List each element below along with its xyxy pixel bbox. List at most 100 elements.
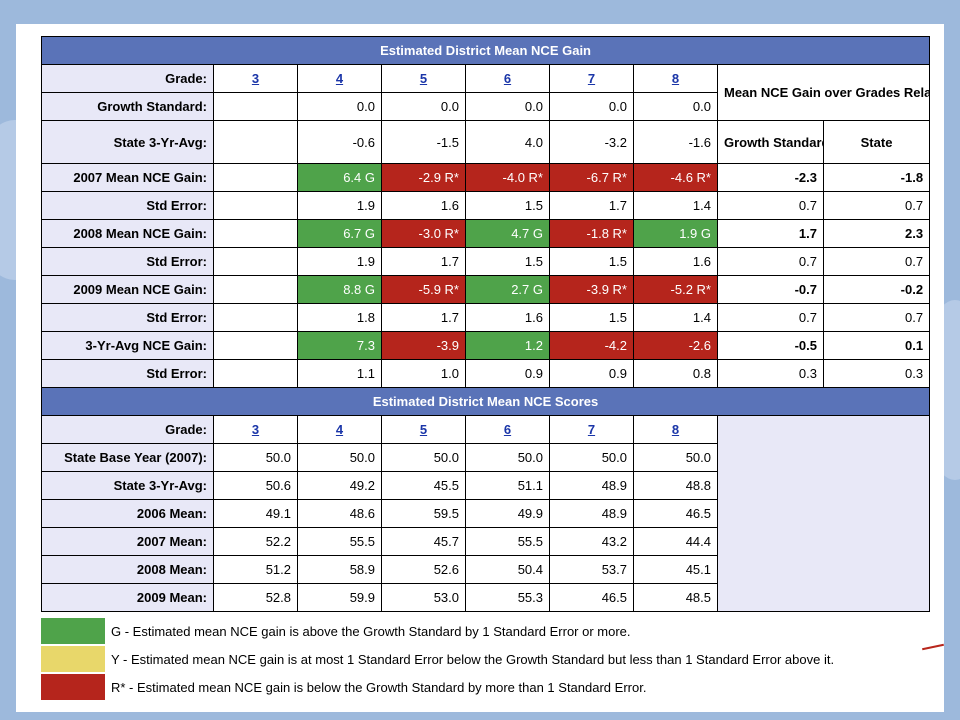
cell: 0.0: [297, 92, 382, 121]
gain-grade-row: Grade: 3 4 5 6 7 8 Mean NCE Gain over Gr…: [41, 64, 931, 121]
std-error-cell: 1.7: [381, 303, 466, 332]
grade-link-6[interactable]: 6: [503, 71, 512, 86]
std-error-cell: 1.7: [549, 191, 634, 220]
legend-item: G - Estimated mean NCE gain is above the…: [41, 617, 929, 645]
gain-cell: [213, 163, 298, 192]
legend-swatch: [41, 674, 105, 700]
score-cell: 46.5: [633, 499, 718, 528]
score-cell: 50.6: [213, 471, 298, 500]
scores-grade-row: Grade: 3 4 5 6 7 8: [41, 415, 931, 612]
grade-link-5[interactable]: 5: [419, 71, 428, 86]
score-cell: 55.3: [465, 583, 550, 612]
score-cell: 49.9: [465, 499, 550, 528]
std-error-cell: 1.0: [381, 359, 466, 388]
gain-cell: -2.6: [633, 331, 718, 360]
se-vs-state: 0.3: [822, 359, 931, 388]
row-label: 2008 Mean NCE Gain:: [41, 219, 214, 248]
gain-cell: 1.2: [465, 331, 550, 360]
score-cell: 58.9: [297, 555, 382, 584]
grade-link-7[interactable]: 7: [587, 422, 596, 437]
se-vs-growth: 0.3: [717, 359, 824, 388]
gain-cell: -6.7 R*: [549, 163, 634, 192]
std-error-cell: 1.6: [633, 247, 718, 276]
score-cell: 48.9: [549, 471, 634, 500]
gain-cell: 4.7 G: [465, 219, 550, 248]
grade-link-6[interactable]: 6: [503, 422, 512, 437]
std-error-row: Std Error: 1.9 1.7 1.5 1.5 1.6 0.7 0.7: [41, 247, 931, 276]
score-cell: 50.0: [549, 443, 634, 472]
std-error-row: Std Error: 1.8 1.7 1.6 1.5 1.4 0.7 0.7: [41, 303, 931, 332]
std-error-cell: 1.5: [465, 247, 550, 276]
row-label: 2009 Mean:: [41, 583, 214, 612]
std-error-cell: [213, 247, 298, 276]
gain-cell: -1.8 R*: [549, 219, 634, 248]
score-cell: 51.1: [465, 471, 550, 500]
score-cell: 48.9: [549, 499, 634, 528]
gain-cell: 2.7 G: [465, 275, 550, 304]
std-error-cell: 1.5: [549, 247, 634, 276]
score-row: State Base Year (2007): 50.0 50.0 50.0 50.0 5…: [41, 443, 930, 472]
std-error-cell: 1.5: [549, 303, 634, 332]
score-cell: 49.2: [297, 471, 382, 500]
grade-link-4[interactable]: 4: [335, 71, 344, 86]
gain-cell: 1.9 G: [633, 219, 718, 248]
gain-cell: -2.9 R*: [381, 163, 466, 192]
legend-text: G - Estimated mean NCE gain is above the…: [111, 623, 631, 639]
gain-vs-growth: -0.5: [717, 331, 824, 360]
gain-cell: -5.9 R*: [381, 275, 466, 304]
std-error-cell: 1.9: [297, 247, 382, 276]
gain-cell: 7.3: [297, 331, 382, 360]
score-cell: 59.9: [297, 583, 382, 612]
gain-vs-state: -0.2: [822, 275, 931, 304]
growth-standard-row: Growth Standard: 0.0 0.0 0.0 0.0 0.0: [41, 92, 930, 121]
std-error-cell: [213, 359, 298, 388]
score-cell: 45.1: [633, 555, 718, 584]
grade-link-5[interactable]: 5: [419, 422, 428, 437]
gain-cell: 8.8 G: [297, 275, 382, 304]
legend-swatch: [41, 646, 105, 672]
gain-cell: [213, 331, 298, 360]
std-error-cell: 0.9: [549, 359, 634, 388]
score-cell: 49.1: [213, 499, 298, 528]
row-label: Std Error:: [41, 247, 214, 276]
score-cell: 46.5: [549, 583, 634, 612]
std-error-cell: 1.1: [297, 359, 382, 388]
grade-link-4[interactable]: 4: [335, 422, 344, 437]
legend-item: Y - Estimated mean NCE gain is at most 1…: [41, 645, 929, 673]
score-cell: 48.8: [633, 471, 718, 500]
se-vs-growth: 0.7: [717, 303, 824, 332]
row-label: 2008 Mean:: [41, 555, 214, 584]
std-error-cell: 0.9: [465, 359, 550, 388]
score-cell: 52.8: [213, 583, 298, 612]
grade-link-3[interactable]: 3: [251, 422, 260, 437]
row-label: State 3-Yr-Avg:: [41, 471, 214, 500]
grade-link-8[interactable]: 8: [671, 422, 680, 437]
score-cell: 50.0: [465, 443, 550, 472]
gain-vs-state: -1.8: [822, 163, 931, 192]
gain-row: 2007 Mean NCE Gain: 6.4 G -2.9 R* -4.0 R* -6…: [41, 163, 931, 192]
legend-text: R* - Estimated mean NCE gain is below th…: [111, 679, 647, 695]
grade-link-7[interactable]: 7: [587, 71, 596, 86]
grade-link-8[interactable]: 8: [671, 71, 680, 86]
grade-link-3[interactable]: 3: [251, 71, 260, 86]
row-label: 2007 Mean:: [41, 527, 214, 556]
cell: [213, 120, 298, 164]
row-label: Std Error:: [41, 191, 214, 220]
score-cell: 45.5: [381, 471, 466, 500]
gain-cell: -4.0 R*: [465, 163, 550, 192]
score-row: 2007 Mean: 52.2 55.5 45.7 55.5 43.2 44.4: [41, 527, 930, 556]
score-cell: 50.0: [297, 443, 382, 472]
score-cell: 55.5: [465, 527, 550, 556]
gain-row: 2008 Mean NCE Gain: 6.7 G -3.0 R* 4.7 G -1.8…: [41, 219, 931, 248]
gain-row: 2009 Mean NCE Gain: 8.8 G -5.9 R* 2.7 G -3.9…: [41, 275, 931, 304]
cell: 0.0: [633, 92, 718, 121]
cell: 4.0: [465, 120, 550, 164]
row-label: 3-Yr-Avg NCE Gain:: [41, 331, 214, 360]
score-cell: 59.5: [381, 499, 466, 528]
grade-label: Grade:: [41, 415, 214, 444]
score-cell: 48.5: [633, 583, 718, 612]
std-error-cell: 1.4: [633, 191, 718, 220]
score-cell: 52.6: [381, 555, 466, 584]
score-cell: 44.4: [633, 527, 718, 556]
row-label: Growth Standard:: [41, 92, 214, 121]
